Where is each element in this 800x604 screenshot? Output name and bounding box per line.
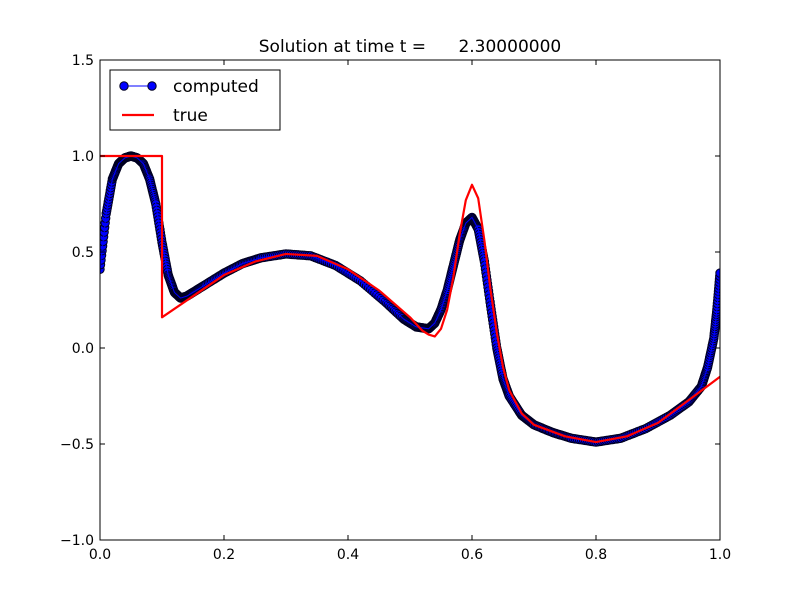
x-tick-label: 0.2 bbox=[213, 547, 235, 563]
x-tick-label: 0.0 bbox=[89, 547, 111, 563]
ticks-layer: 0.0 0.2 0.4 0.6 0.8 1.0 −1.0 −0.5 0.0 0.5 1.0 1.5 bbox=[60, 53, 731, 563]
legend-marker bbox=[147, 81, 157, 91]
y-tick-label: −0.5 bbox=[60, 437, 94, 453]
axes-frame bbox=[99, 59, 721, 541]
legend-label: computed bbox=[173, 77, 259, 97]
legend-entry-computed: computed bbox=[119, 77, 259, 97]
legend-entry-true: true bbox=[122, 106, 208, 126]
legend: computed true bbox=[109, 69, 281, 131]
x-tick-label: 1.0 bbox=[709, 547, 731, 563]
y-tick-label: 1.5 bbox=[72, 53, 94, 69]
chart-title: Solution at time t = 2.30000000 bbox=[259, 37, 561, 57]
legend-label: true bbox=[173, 106, 208, 126]
series-layer bbox=[100, 151, 720, 447]
series-true bbox=[100, 154, 720, 444]
legend-marker bbox=[119, 81, 129, 91]
x-tick-label: 0.8 bbox=[585, 547, 607, 563]
y-tick-label: 0.0 bbox=[72, 341, 94, 357]
y-tick-label: −1.0 bbox=[60, 533, 94, 549]
x-tick-label: 0.6 bbox=[461, 547, 483, 563]
legend-box bbox=[109, 69, 281, 131]
series-true-line bbox=[100, 154, 720, 444]
x-tick-label: 0.4 bbox=[337, 547, 359, 563]
y-tick-label: 1.0 bbox=[72, 149, 94, 165]
series-computed bbox=[100, 151, 720, 447]
y-tick-label: 0.5 bbox=[72, 245, 94, 261]
